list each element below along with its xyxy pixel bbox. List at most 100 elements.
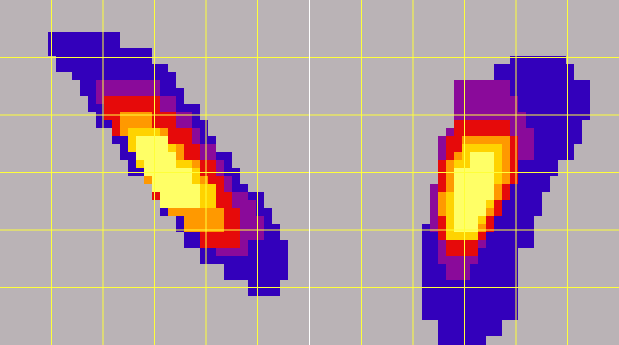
density-cell-level-3 xyxy=(184,136,192,144)
density-cell-level-4 xyxy=(502,136,510,144)
density-cell-level-1 xyxy=(518,64,526,72)
density-cell-level-4 xyxy=(454,152,462,160)
density-cell-level-2 xyxy=(510,120,518,128)
density-cell-level-3 xyxy=(152,96,160,104)
density-cell-level-2 xyxy=(168,104,176,112)
density-cell-level-1 xyxy=(494,304,502,312)
density-cell-level-1 xyxy=(216,152,224,160)
density-cell-level-1 xyxy=(574,80,582,88)
density-cell-level-1 xyxy=(510,248,518,256)
density-cell-level-1 xyxy=(494,232,502,240)
density-cell-level-1 xyxy=(240,184,248,192)
density-cell-level-3 xyxy=(176,136,184,144)
density-cell-level-6 xyxy=(152,144,160,152)
density-cell-level-5 xyxy=(200,192,208,200)
density-cell-level-1 xyxy=(422,280,430,288)
right-heatmap-panel xyxy=(310,0,619,345)
density-cell-level-5 xyxy=(208,184,216,192)
density-cell-level-3 xyxy=(462,240,470,248)
density-cell-level-2 xyxy=(96,96,104,104)
density-cell-level-1 xyxy=(542,136,550,144)
density-cell-level-1 xyxy=(438,264,446,272)
density-cell-level-4 xyxy=(136,120,144,128)
density-cell-level-3 xyxy=(216,200,224,208)
density-cell-level-2 xyxy=(526,152,534,160)
density-cell-level-1 xyxy=(470,320,478,328)
density-cell-level-1 xyxy=(502,256,510,264)
density-cell-level-1 xyxy=(486,240,494,248)
density-cell-level-6 xyxy=(160,136,168,144)
density-cell-level-6 xyxy=(184,184,192,192)
density-cell-level-1 xyxy=(104,120,112,128)
density-cell-level-1 xyxy=(558,152,566,160)
density-cell-level-1 xyxy=(486,296,494,304)
density-cell-level-3 xyxy=(502,184,510,192)
density-cell-level-1 xyxy=(550,144,558,152)
density-cell-level-2 xyxy=(248,216,256,224)
density-cell-level-1 xyxy=(160,64,168,72)
density-cell-level-1 xyxy=(96,112,104,120)
density-cell-level-1 xyxy=(430,288,438,296)
density-cell-level-1 xyxy=(574,120,582,128)
density-cell-level-1 xyxy=(88,48,96,56)
density-cell-level-5 xyxy=(136,160,144,168)
density-cell-level-6 xyxy=(160,160,168,168)
density-cell-level-1 xyxy=(566,136,574,144)
density-cell-level-6 xyxy=(454,176,462,184)
density-cell-level-5 xyxy=(200,184,208,192)
density-cell-level-3 xyxy=(112,120,120,128)
density-cell-level-2 xyxy=(256,232,264,240)
density-cell-level-2 xyxy=(486,104,494,112)
density-cell-level-2 xyxy=(454,80,462,88)
density-cell-level-1 xyxy=(526,184,534,192)
density-cell-level-1 xyxy=(526,208,534,216)
density-cell-level-1 xyxy=(232,264,240,272)
density-cell-level-1 xyxy=(542,144,550,152)
density-cell-level-1 xyxy=(200,128,208,136)
density-cell-level-1 xyxy=(518,216,526,224)
density-cell-level-5 xyxy=(462,152,470,160)
density-cell-level-1 xyxy=(534,112,542,120)
density-cell-level-2 xyxy=(96,88,104,96)
density-cell-level-3 xyxy=(510,160,518,168)
density-cell-level-1 xyxy=(96,104,104,112)
density-cell-level-1 xyxy=(430,264,438,272)
density-cell-level-1 xyxy=(72,40,80,48)
density-cell-level-1 xyxy=(534,136,542,144)
density-cell-level-1 xyxy=(582,96,590,104)
density-cell-level-6 xyxy=(478,152,486,160)
density-cell-level-2 xyxy=(104,80,112,88)
density-cell-level-1 xyxy=(200,256,208,264)
density-cell-level-4 xyxy=(208,208,216,216)
density-cell-level-6 xyxy=(470,152,478,160)
density-cell-level-1 xyxy=(160,80,168,88)
density-cell-level-1 xyxy=(526,112,534,120)
density-cell-level-5 xyxy=(494,160,502,168)
density-cell-level-1 xyxy=(494,328,502,336)
density-cell-level-2 xyxy=(502,80,510,88)
density-cell-level-1 xyxy=(558,128,566,136)
density-cell-level-3 xyxy=(454,136,462,144)
density-cell-level-3 xyxy=(168,136,176,144)
density-cell-level-1 xyxy=(80,48,88,56)
density-cell-level-3 xyxy=(112,104,120,112)
density-cell-level-1 xyxy=(542,72,550,80)
density-cell-level-1 xyxy=(224,264,232,272)
density-cell-level-5 xyxy=(446,224,454,232)
density-cell-level-1 xyxy=(168,88,176,96)
density-cell-level-3 xyxy=(152,112,160,120)
density-cell-level-1 xyxy=(72,56,80,64)
density-cell-level-6 xyxy=(470,200,478,208)
density-cell-level-1 xyxy=(256,192,264,200)
density-cell-level-1 xyxy=(510,216,518,224)
density-cell-level-3 xyxy=(454,120,462,128)
density-cell-level-1 xyxy=(566,72,574,80)
density-cell-level-1 xyxy=(224,152,232,160)
density-cell-level-1 xyxy=(526,120,534,128)
density-cell-level-3 xyxy=(510,136,518,144)
density-cell-level-1 xyxy=(494,264,502,272)
density-cell-level-4 xyxy=(120,120,128,128)
density-cell-level-1 xyxy=(256,264,264,272)
density-cell-level-1 xyxy=(494,216,502,224)
density-cell-level-2 xyxy=(454,96,462,104)
